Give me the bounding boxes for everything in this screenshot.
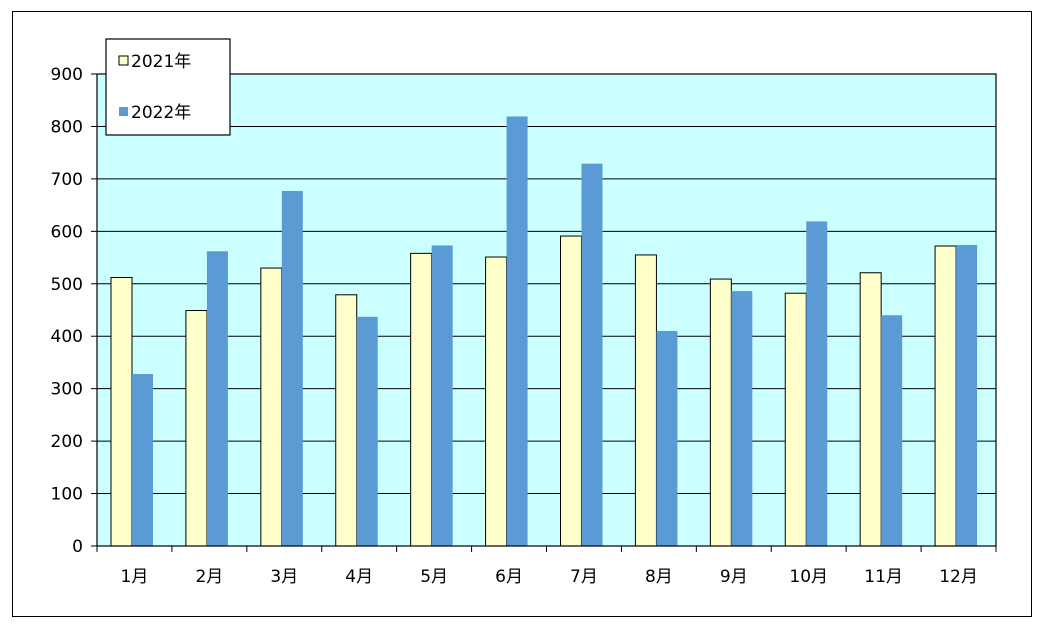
bar-2022-12: [956, 244, 978, 547]
bar-2022-6: [506, 116, 528, 546]
x-tick-label: 9月: [720, 567, 748, 587]
bar-2021-8: [634, 254, 657, 547]
bar-2022-3: [281, 190, 303, 546]
legend-label-2021: 2021年: [131, 52, 191, 72]
bar-2022-7: [581, 163, 603, 546]
y-tick-label: 500: [51, 275, 83, 295]
legend-box: [105, 38, 231, 136]
y-tick-label: 100: [51, 485, 83, 505]
bar-2022-1: [132, 373, 153, 546]
y-tick-label: 800: [51, 117, 83, 137]
bar-2021-7: [560, 235, 582, 547]
legend: 2021年 2022年: [105, 38, 231, 136]
y-tick-label: 0: [72, 537, 83, 557]
x-tick-label: 7月: [570, 567, 598, 587]
gridlines: [97, 125, 996, 495]
y-tick-label: 200: [51, 432, 83, 452]
x-tick-label: 8月: [645, 567, 673, 587]
bar-2022-10: [806, 221, 828, 546]
legend-swatch-2021: [118, 55, 129, 66]
x-tick-label: 11月: [864, 567, 903, 587]
bar-2021-12: [934, 245, 957, 547]
legend-swatch-2022: [119, 107, 128, 116]
y-tick-label: 600: [51, 222, 83, 242]
x-tick-label: 10月: [789, 567, 828, 587]
x-tick-label: 3月: [270, 567, 298, 587]
bar-2021-6: [485, 256, 508, 547]
plot-area: [97, 74, 996, 546]
x-tick-label: 12月: [939, 567, 978, 587]
x-tick-label: 5月: [420, 567, 448, 587]
bar-2021-3: [260, 267, 283, 547]
bar-2022-4: [356, 316, 378, 546]
bar-2021-5: [410, 252, 433, 547]
x-tick-label: 4月: [345, 567, 373, 587]
x-tick-label: 6月: [495, 567, 523, 587]
bar-2021-4: [335, 294, 358, 547]
x-axis-ticks: 1月 2月 3月 4月 5月 6月 7月 8月 9月 10月 11月 12月: [96, 546, 997, 587]
bar-2022-8: [656, 330, 678, 546]
bar-2021-1: [110, 276, 133, 547]
bar-2021-10: [784, 292, 807, 547]
legend-label-2022: 2022年: [131, 103, 191, 123]
bar-2021-9: [709, 278, 732, 547]
y-axis-ticks: 0 100 200 300 400 500 600 700 800 900: [51, 65, 97, 557]
y-tick-label: 900: [51, 65, 83, 85]
bar-2022-5: [431, 245, 453, 546]
bar-2021-2: [185, 310, 208, 547]
bar-2022-9: [731, 291, 753, 546]
x-tick-label: 1月: [121, 567, 149, 587]
bar-2022-11: [881, 315, 903, 546]
bar-2022-2: [206, 251, 228, 547]
y-tick-label: 700: [51, 170, 83, 190]
y-tick-label: 400: [51, 327, 83, 347]
bar-2021-11: [859, 272, 882, 547]
x-tick-label: 2月: [195, 567, 223, 587]
y-tick-label: 300: [51, 380, 83, 400]
